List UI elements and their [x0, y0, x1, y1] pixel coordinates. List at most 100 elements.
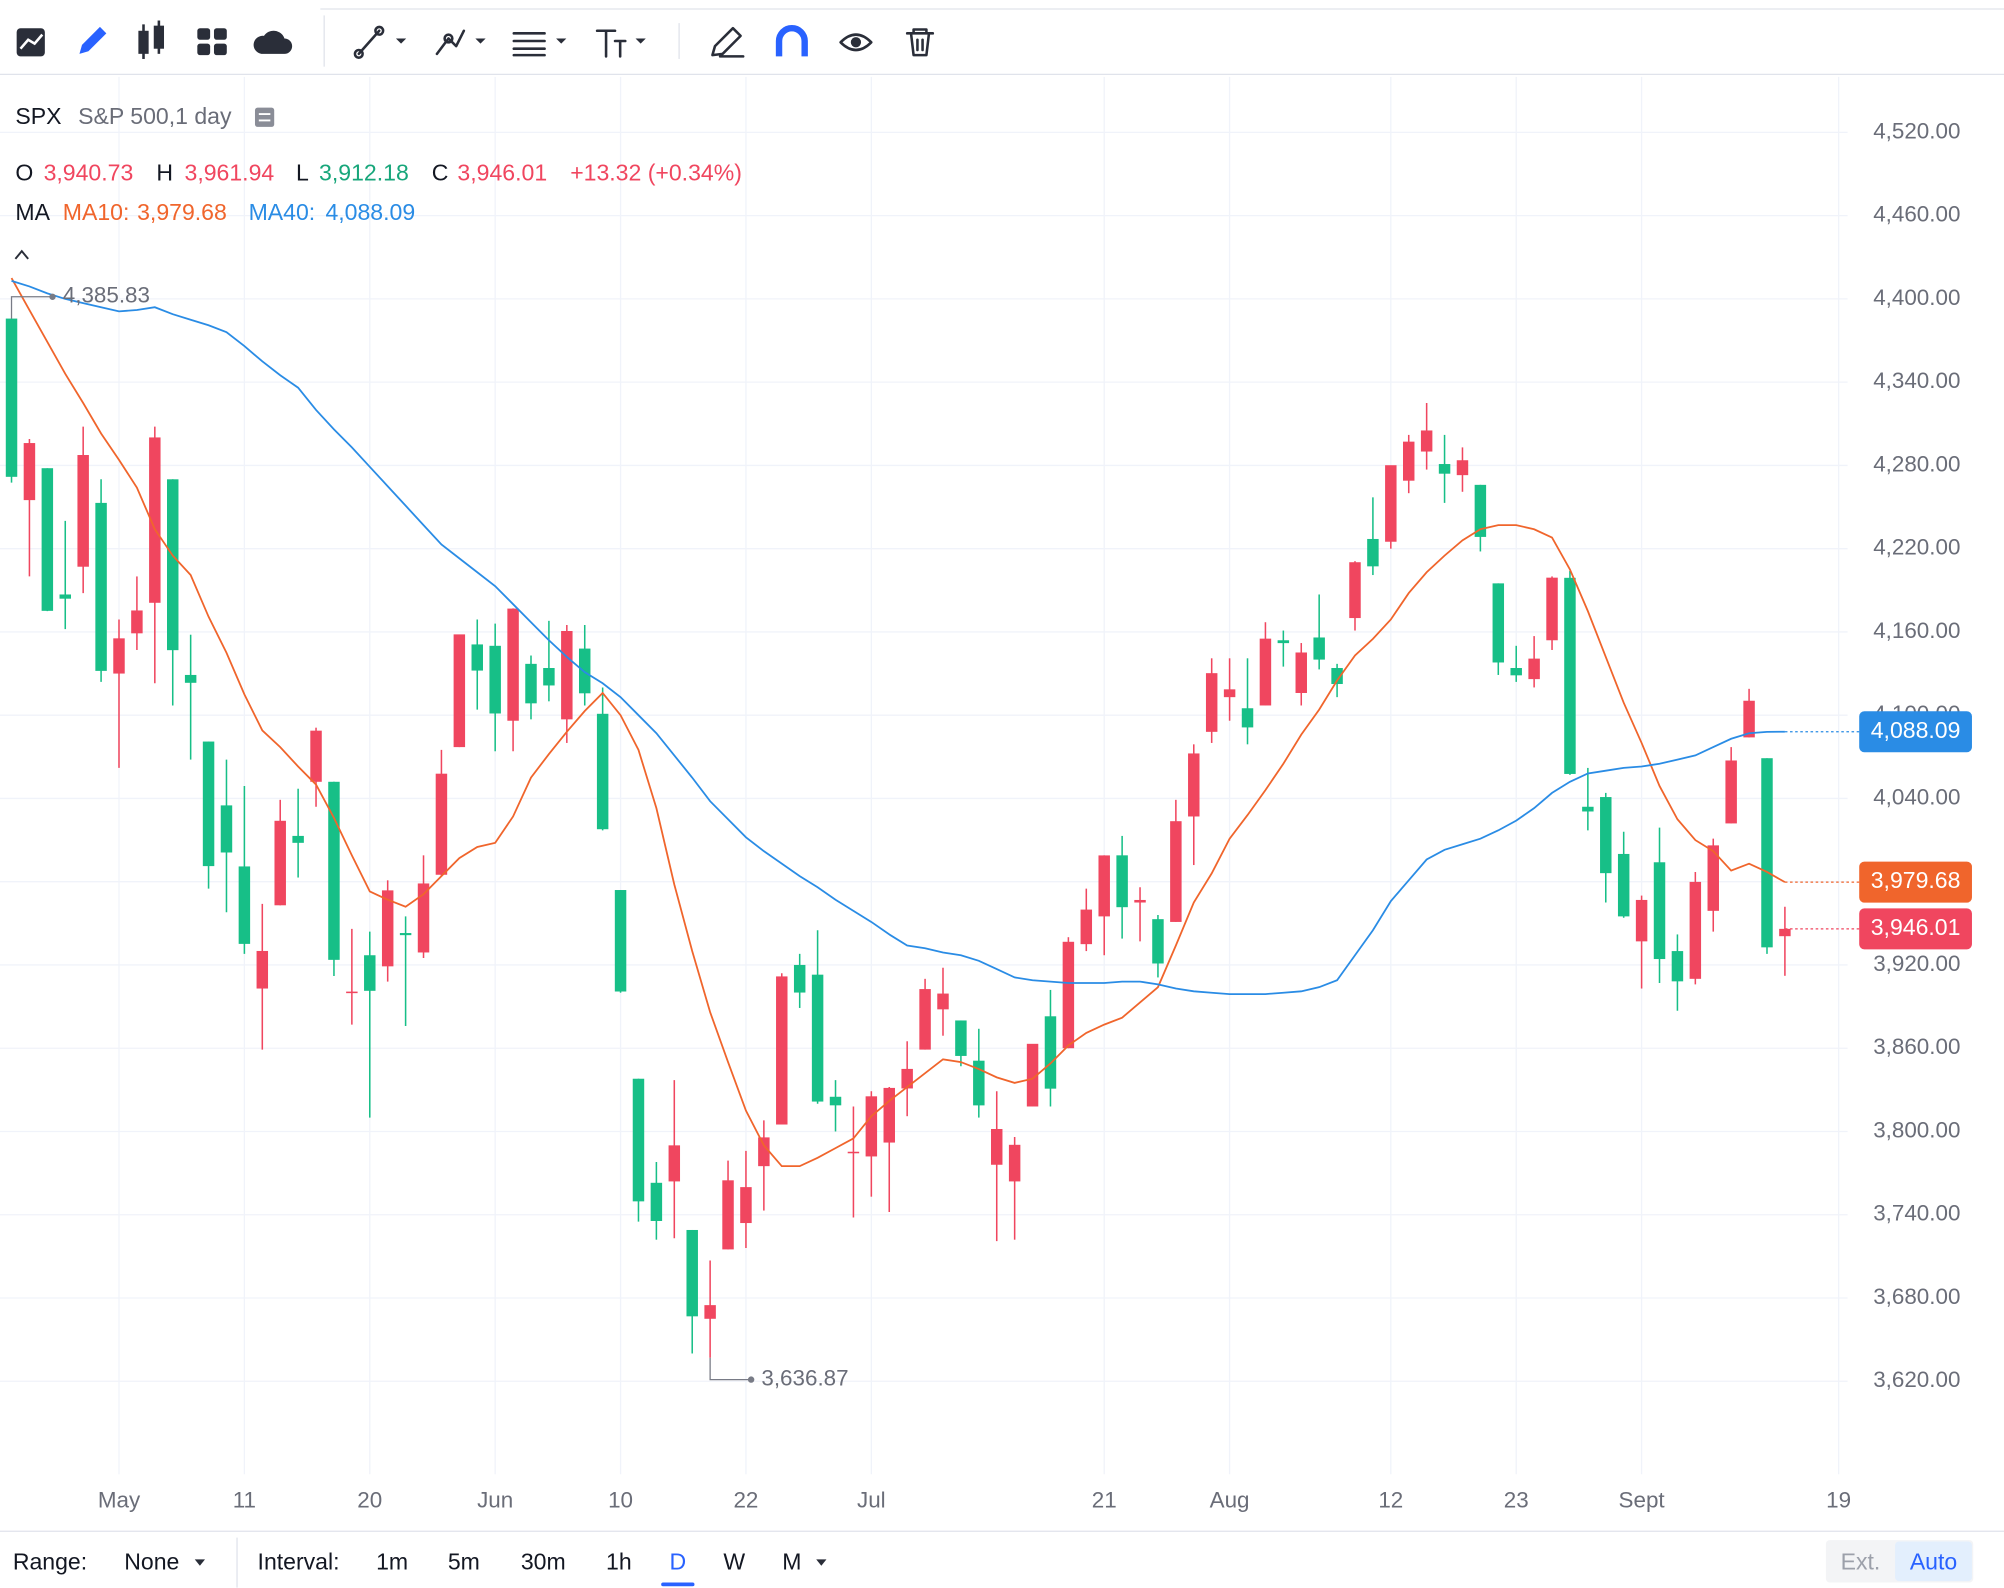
candle-body — [1062, 941, 1075, 1049]
candle-body — [1259, 638, 1272, 706]
y-tick-label: 4,460.00 — [1873, 202, 1960, 227]
candle-body — [381, 890, 394, 967]
legend-name: MA10: — [63, 199, 130, 225]
mode-button[interactable]: Ext. — [1841, 1548, 1881, 1574]
candle-body — [740, 1187, 752, 1224]
quote-value: 3,912.18 — [319, 159, 409, 185]
candle-body — [41, 468, 54, 611]
interval-button[interactable]: M — [782, 1548, 801, 1574]
toolbar — [0, 8, 2004, 75]
x-tick-label: 23 — [1504, 1488, 1529, 1513]
candle-body — [1223, 689, 1236, 698]
candle-body — [650, 1182, 663, 1221]
magnet-icon[interactable] — [775, 25, 808, 57]
quote-key: C — [432, 159, 449, 185]
draw-icon[interactable] — [79, 26, 107, 54]
collapse-icon[interactable] — [14, 249, 29, 260]
extreme-marker — [709, 1357, 752, 1381]
candle-body — [1546, 577, 1558, 641]
candle-body — [1098, 855, 1110, 917]
legend-name: MA40: — [249, 199, 316, 225]
candle-body — [23, 443, 36, 501]
candle-body — [776, 976, 788, 1125]
mode-button[interactable]: Auto — [1910, 1548, 1957, 1574]
subtitle: S&P 500,1 day — [78, 103, 232, 129]
candle-body — [292, 835, 304, 843]
interval-button[interactable]: W — [723, 1548, 745, 1574]
range-label: Range: — [13, 1548, 87, 1574]
line-tool-icon[interactable] — [353, 25, 407, 59]
path-tool-icon[interactable] — [435, 29, 486, 56]
price-tag — [1859, 861, 1972, 903]
candle-body — [1403, 441, 1415, 481]
y-tick-label: 3,800.00 — [1873, 1117, 1960, 1142]
candle-body — [131, 610, 143, 634]
candle-body — [955, 1020, 967, 1056]
details-icon[interactable] — [254, 107, 275, 127]
candle-body — [5, 318, 18, 477]
candle-body — [1026, 1043, 1039, 1107]
interval-button[interactable]: 1h — [606, 1548, 632, 1574]
candle-body — [668, 1145, 681, 1182]
interval-button[interactable]: 5m — [448, 1548, 480, 1574]
y-tick-label: 3,920.00 — [1873, 951, 1960, 976]
eye-icon[interactable] — [839, 33, 873, 52]
interval-button[interactable]: D — [669, 1548, 686, 1574]
candle-body — [704, 1305, 716, 1319]
candle-body — [1510, 668, 1522, 676]
candle-body — [1438, 464, 1451, 474]
candle-body — [829, 1096, 842, 1106]
candle-body — [525, 663, 537, 704]
candle-body — [865, 1096, 878, 1157]
candle-body — [1761, 758, 1773, 948]
candle-body — [1385, 465, 1397, 542]
mode-active — [1895, 1541, 1972, 1582]
interval-button[interactable]: 1m — [376, 1548, 408, 1574]
candle-body — [1474, 484, 1487, 537]
candle-body — [274, 820, 286, 906]
candle-body — [1008, 1144, 1021, 1182]
candle-body — [543, 668, 555, 686]
range-dropdown[interactable]: None — [124, 1548, 179, 1574]
candle-body — [453, 634, 466, 748]
extreme-dot — [747, 1376, 755, 1383]
x-tick-label: 22 — [733, 1488, 758, 1513]
candle-body — [1617, 853, 1630, 917]
y-tick-label: 3,620.00 — [1873, 1367, 1960, 1392]
header: SPX S&P 500,1 day O 3,940.73 H 3,961.94 … — [14, 103, 742, 260]
candle-body — [1044, 1016, 1057, 1089]
quote-key: O — [15, 159, 33, 185]
candle-body — [77, 455, 89, 567]
candle-body — [722, 1180, 734, 1250]
candle-body — [202, 741, 215, 867]
candle-body — [1743, 700, 1755, 738]
trash-icon[interactable] — [905, 28, 935, 57]
fib-tool-icon[interactable] — [512, 32, 567, 57]
layout-icon[interactable] — [197, 28, 227, 56]
y-tick-label: 4,220.00 — [1873, 535, 1960, 560]
candle-body — [1116, 855, 1128, 908]
active-underline — [661, 1582, 695, 1587]
candle-body — [507, 608, 519, 721]
candle-body — [686, 1229, 698, 1317]
candle-body — [561, 630, 573, 720]
candle-body — [973, 1060, 985, 1106]
candle-body — [1367, 538, 1379, 567]
dropdown-arrow[interactable] — [194, 1559, 206, 1566]
candle-body — [1205, 673, 1218, 732]
candle-body — [1080, 909, 1093, 945]
x-tick-label: May — [98, 1488, 141, 1513]
text-tool-icon[interactable] — [595, 29, 646, 58]
candle-body — [1241, 708, 1254, 728]
candle-body — [149, 437, 161, 603]
dropdown-arrow[interactable] — [816, 1559, 827, 1566]
chart-type-icon[interactable] — [16, 28, 45, 57]
cloud-icon[interactable] — [253, 30, 293, 54]
candle-body — [1779, 928, 1791, 937]
candle-body — [184, 674, 197, 683]
indicator: MA — [15, 199, 50, 225]
interval-button[interactable]: 30m — [521, 1548, 566, 1574]
candle-icon[interactable] — [138, 20, 165, 59]
brush-icon[interactable] — [711, 26, 745, 58]
